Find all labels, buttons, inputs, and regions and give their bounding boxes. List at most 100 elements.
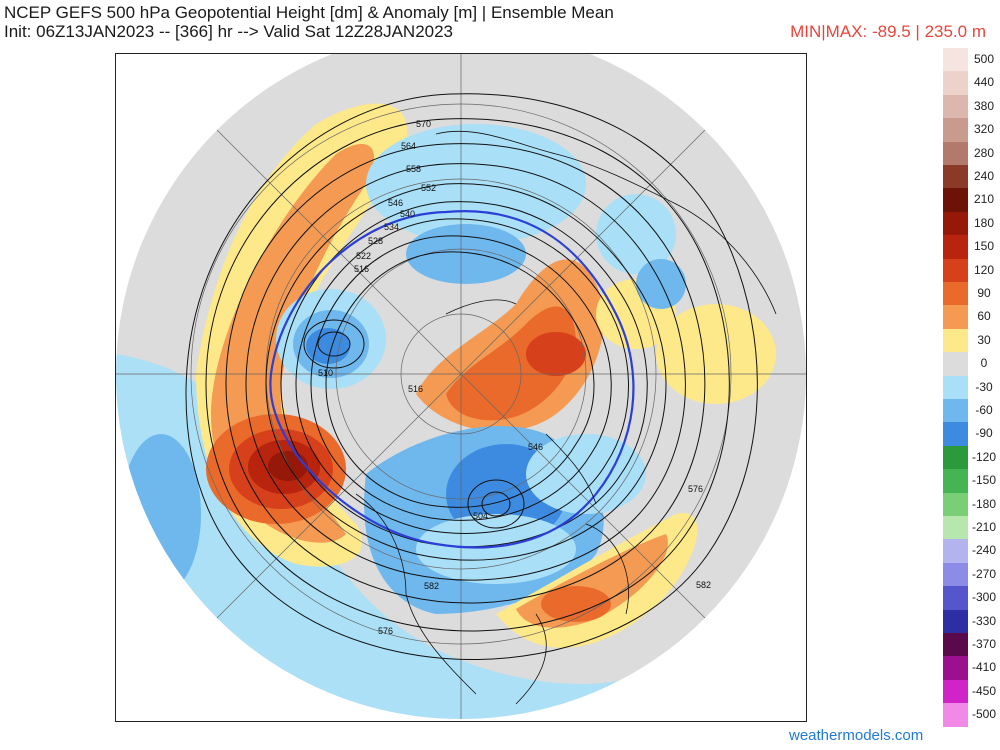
legend-label: 240 <box>973 169 995 183</box>
legend-label: 440 <box>973 75 995 90</box>
legend-item: 280 <box>943 141 1000 165</box>
legend-item: 0 <box>943 352 1000 376</box>
chart-subtitle: Init: 06Z13JAN2023 -- [366] hr --> Valid… <box>4 22 454 41</box>
legend-item: -240 <box>943 539 1000 563</box>
legend-swatch <box>943 118 968 142</box>
legend-item: 30 <box>943 328 1000 353</box>
contour-label: 576 <box>378 626 393 636</box>
contour-label: 558 <box>406 164 421 174</box>
legend-label: -150 <box>971 473 997 488</box>
legend-label: -410 <box>971 660 997 675</box>
contour-label: 510 <box>318 368 333 378</box>
contour-label: 516 <box>354 264 369 274</box>
legend-swatch <box>943 656 968 680</box>
legend-label: 500 <box>973 52 995 66</box>
polar-map-panel: 570 564 558 552 546 540 534 528 522 516 … <box>115 53 807 722</box>
legend-label: 90 <box>977 286 991 300</box>
legend-item: 60 <box>943 305 1000 329</box>
legend-swatch <box>943 586 968 610</box>
legend-item: -60 <box>943 399 1000 423</box>
contour-label: 564 <box>401 141 416 151</box>
legend-swatch <box>943 422 968 446</box>
legend-label: 30 <box>977 332 991 347</box>
legend-swatch <box>943 71 968 95</box>
legend-item: -150 <box>943 469 1000 493</box>
legend-item: -90 <box>943 422 1000 446</box>
legend-label: -120 <box>971 449 997 464</box>
legend-swatch <box>943 539 968 563</box>
legend-label: -450 <box>971 683 997 698</box>
legend-item: -370 <box>943 633 1000 657</box>
legend-item: -120 <box>943 445 1000 470</box>
legend-item: -450 <box>943 679 1000 704</box>
legend-label: 280 <box>973 145 995 160</box>
height-contours <box>185 93 758 660</box>
legend-swatch <box>943 188 968 212</box>
legend-label: 0 <box>980 356 988 371</box>
legend-swatch <box>943 305 968 329</box>
legend-swatch <box>943 258 968 282</box>
legend-swatch <box>943 94 968 119</box>
legend-item: -330 <box>943 609 1000 633</box>
contour-label: 570 <box>416 119 431 129</box>
legend-swatch <box>943 445 968 470</box>
legend-label: -90 <box>975 426 993 441</box>
legend-label: -60 <box>975 403 993 417</box>
legend-item: 90 <box>943 282 1000 306</box>
legend-label: 320 <box>973 122 995 137</box>
legend-label: -210 <box>971 520 997 534</box>
legend-label: 180 <box>973 215 995 230</box>
legend-item: 380 <box>943 94 1000 119</box>
min-max-readout: MIN|MAX: -89.5 | 235.0 m <box>790 22 986 41</box>
legend-item: 240 <box>943 165 1000 189</box>
legend-label: 120 <box>973 262 995 277</box>
contour-label: 516 <box>408 384 423 394</box>
highlight-contour <box>269 210 635 549</box>
contour-label: 546 <box>388 198 403 208</box>
legend-swatch <box>943 375 968 399</box>
legend-swatch <box>943 469 968 493</box>
legend-item: -180 <box>943 492 1000 516</box>
legend-swatch <box>943 282 968 306</box>
legend-swatch <box>943 141 968 165</box>
legend-item: -210 <box>943 516 1000 540</box>
contour-label: 546 <box>528 442 543 452</box>
contour-label: 522 <box>356 251 371 261</box>
legend-swatch <box>943 609 968 633</box>
legend-label: -330 <box>971 613 997 628</box>
legend-swatch <box>943 679 968 704</box>
legend-swatch <box>943 235 968 259</box>
legend-item: -270 <box>943 562 1000 587</box>
polar-map: 570 564 558 552 546 540 534 528 522 516 … <box>116 54 806 721</box>
legend-item: -300 <box>943 586 1000 610</box>
legend-item: -500 <box>943 703 1000 727</box>
legend-item: 440 <box>943 71 1000 95</box>
legend-label: -180 <box>971 496 997 511</box>
contour-labels: 570 564 558 552 546 540 534 528 522 516 … <box>318 119 711 636</box>
legend-label: 380 <box>973 98 995 113</box>
legend-swatch <box>943 48 968 72</box>
site-credit-link[interactable]: weathermodels.com <box>789 727 924 744</box>
legend-swatch <box>943 211 968 236</box>
contour-label: 528 <box>368 236 383 246</box>
legend-swatch <box>943 328 968 353</box>
legend-item: -410 <box>943 656 1000 680</box>
legend-item: 210 <box>943 188 1000 212</box>
legend-item: 120 <box>943 258 1000 282</box>
legend-item: 320 <box>943 118 1000 142</box>
legend-label: -300 <box>971 590 997 605</box>
legend-swatch <box>943 352 968 376</box>
legend-swatch <box>943 165 968 189</box>
legend-label: 150 <box>973 239 995 254</box>
graticule <box>116 54 806 719</box>
contour-label: 504 <box>473 511 488 521</box>
chart-title: NCEP GEFS 500 hPa Geopotential Height [d… <box>4 3 614 22</box>
legend-swatch <box>943 399 968 423</box>
legend-swatch <box>943 703 968 727</box>
legend-label: -500 <box>971 707 997 722</box>
legend-item: 150 <box>943 235 1000 259</box>
legend-label: -240 <box>971 543 997 558</box>
contour-label: 582 <box>696 580 711 590</box>
legend-swatch <box>943 492 968 516</box>
coastlines <box>355 130 777 705</box>
